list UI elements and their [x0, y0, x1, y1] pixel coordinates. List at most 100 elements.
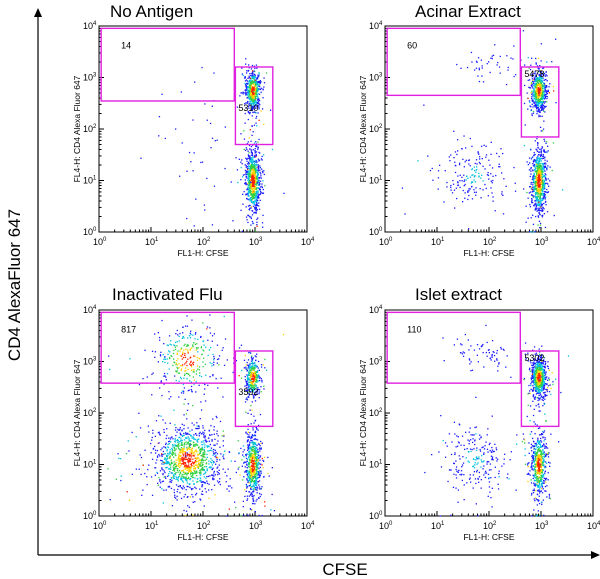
event-dot — [196, 444, 198, 446]
event-dot — [542, 97, 545, 100]
event-dot — [211, 224, 214, 226]
event-dot — [432, 179, 434, 181]
event-dot — [542, 100, 544, 103]
event-dot — [481, 174, 483, 176]
event-dot — [537, 81, 539, 83]
event-dot — [213, 361, 215, 363]
event-dot — [192, 436, 194, 438]
event-dot — [184, 457, 186, 459]
event-dot — [158, 442, 160, 444]
event-dot — [252, 181, 254, 183]
event-dot — [260, 87, 262, 89]
event-dot — [253, 175, 255, 177]
event-dot — [214, 455, 216, 458]
event-dot — [536, 192, 539, 194]
event-dot — [254, 208, 256, 210]
event-dot — [543, 75, 545, 77]
event-dot — [536, 149, 538, 151]
event-dot — [252, 366, 254, 368]
event-dot — [254, 394, 256, 396]
event-dot — [191, 429, 193, 431]
event-dot — [248, 195, 250, 197]
x-tick-exponent: 0 — [103, 237, 107, 243]
event-dot — [253, 201, 256, 203]
event-dot — [473, 166, 475, 168]
event-dot — [476, 61, 478, 63]
event-dot — [541, 146, 543, 148]
event-dot — [244, 182, 246, 185]
event-dot — [215, 378, 217, 380]
event-dot — [282, 333, 285, 336]
event-dot — [544, 140, 546, 142]
event-dot — [527, 79, 529, 81]
event-dot — [534, 188, 536, 190]
event-dot — [253, 188, 255, 190]
event-dot — [178, 363, 180, 365]
event-dot — [245, 157, 247, 159]
event-dot — [545, 179, 547, 181]
event-dot — [481, 158, 483, 160]
event-dot — [252, 193, 255, 195]
event-dot — [535, 184, 537, 186]
event-dot — [192, 472, 194, 474]
event-dot — [254, 386, 256, 388]
x-axis-label: FL1-H: CFSE — [177, 248, 228, 258]
event-dot — [468, 163, 470, 165]
event-dot — [182, 447, 184, 450]
event-dot — [536, 138, 538, 140]
event-dot — [474, 69, 476, 71]
event-dot — [174, 375, 176, 377]
event-dot — [173, 468, 175, 471]
event-dot — [195, 391, 197, 393]
x-tick-label: 102 — [483, 237, 497, 247]
event-dot — [538, 204, 540, 207]
event-dot — [540, 166, 542, 168]
event-dot — [254, 167, 256, 170]
event-dot — [165, 437, 167, 440]
event-dot — [534, 71, 536, 73]
event-dot — [246, 166, 249, 168]
event-dot — [255, 145, 257, 148]
y-tick-exponent: 2 — [379, 124, 383, 130]
event-dot — [252, 95, 255, 97]
event-dot — [214, 474, 216, 476]
event-dot — [254, 481, 256, 484]
event-dot — [183, 444, 185, 446]
event-dot — [491, 192, 493, 194]
event-dot — [189, 486, 191, 488]
event-dot — [251, 441, 254, 443]
event-dot — [533, 88, 535, 90]
event-dot — [181, 390, 184, 392]
event-dot — [183, 374, 186, 377]
y-axis-label: FL4-H: CD4 Alexa Fluor 647 — [358, 75, 368, 182]
event-dot — [253, 500, 255, 502]
event-dot — [537, 174, 539, 176]
event-dot — [540, 88, 542, 91]
event-dot — [261, 381, 263, 383]
event-dot — [249, 369, 251, 371]
event-dot — [176, 341, 178, 343]
event-dot — [529, 206, 532, 208]
event-dot — [534, 230, 536, 233]
event-dot — [542, 96, 545, 98]
event-dot — [534, 203, 536, 205]
event-dot — [536, 86, 538, 88]
event-dot — [254, 171, 257, 173]
event-dot — [203, 434, 205, 436]
event-dot — [177, 334, 179, 336]
event-dot — [188, 448, 191, 450]
event-dot — [545, 90, 547, 92]
event-dot — [243, 514, 245, 516]
event-dot — [171, 454, 173, 456]
event-dot — [131, 473, 133, 475]
event-dot — [444, 170, 446, 172]
event-dot — [183, 466, 185, 468]
event-dot — [257, 487, 259, 489]
event-dot — [252, 73, 254, 75]
event-dot — [183, 387, 186, 389]
event-dot — [193, 361, 195, 363]
event-dot — [183, 450, 185, 453]
event-dot — [164, 457, 166, 459]
event-dot — [254, 191, 256, 193]
event-dot — [162, 473, 164, 476]
